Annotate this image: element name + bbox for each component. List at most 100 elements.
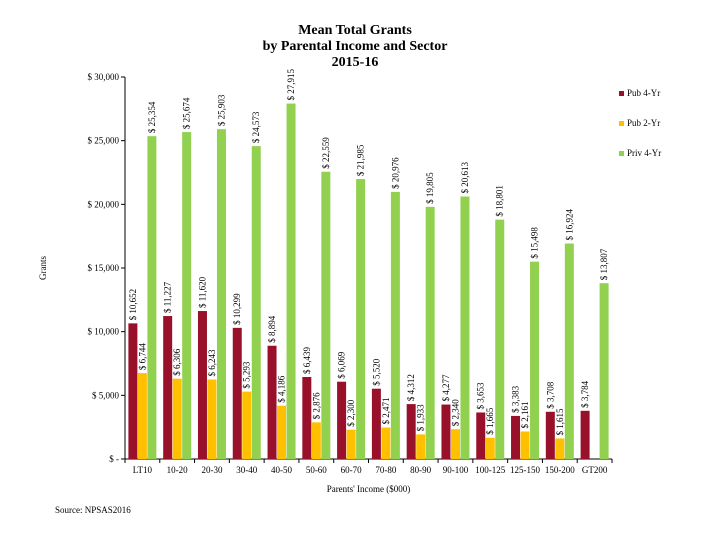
legend-label: Pub 2-Yr	[627, 118, 660, 128]
bar-data-label: $ 2,161	[520, 401, 530, 428]
bar-data-label: $ 21,985	[356, 144, 366, 176]
bar-data-label: $ 2,340	[450, 399, 460, 427]
bar	[163, 316, 173, 459]
y-tick-label: $ 30,000	[88, 72, 120, 82]
bar	[416, 434, 426, 459]
x-tick-label: 125-150	[510, 465, 540, 475]
bar	[564, 243, 574, 459]
bar	[302, 377, 312, 459]
x-tick-label: 20-30	[201, 465, 222, 475]
bar-data-label: $ 3,708	[545, 381, 555, 409]
bar-data-label: $ 4,312	[406, 374, 416, 401]
y-tick-label: $ -	[109, 454, 119, 464]
bar	[286, 103, 296, 459]
bar-data-label: $ 25,674	[182, 97, 192, 129]
x-tick-label: 10-20	[167, 465, 188, 475]
y-axis-label: Grants	[38, 256, 48, 280]
bar-data-label: $ 27,915	[286, 69, 296, 101]
bar-data-label: $ 4,186	[277, 375, 287, 403]
bar-data-label: $ 11,227	[163, 281, 173, 313]
bar	[460, 196, 470, 459]
bar-data-label: $ 11,620	[197, 276, 207, 308]
bar-data-label: $ 1,933	[416, 404, 426, 432]
x-tick-label: 70-80	[375, 465, 396, 475]
bar-data-label: $ 8,894	[267, 315, 277, 343]
bar	[232, 327, 242, 459]
bar-data-label: $ 6,744	[137, 343, 147, 371]
bar	[147, 136, 157, 460]
bar-data-label: $ 6,306	[172, 348, 182, 376]
bar	[555, 438, 565, 459]
bar	[530, 261, 540, 459]
bar	[182, 132, 192, 459]
chart-axes: $ - $ 5,000 $ 10,000 $ 15,000 $ 20,000 $ 25,0…	[38, 72, 613, 494]
bar-data-label: $ 1,665	[485, 407, 495, 435]
bar	[545, 411, 555, 459]
bar-data-label: $ 20,613	[460, 162, 470, 194]
legend-swatch	[619, 121, 624, 126]
bar	[207, 379, 217, 459]
x-tick-label: 60-70	[341, 465, 362, 475]
x-tick-label: LT10	[133, 465, 153, 475]
bar-data-label: $ 25,354	[147, 101, 157, 133]
bar	[311, 422, 321, 459]
y-tick-label: $ 25,000	[88, 136, 120, 146]
bar	[277, 405, 287, 459]
x-tick-label: 40-50	[271, 465, 292, 475]
chart-title-line: by Parental Income and Sector	[263, 39, 448, 54]
bar	[267, 345, 277, 459]
x-tick-label: 90-100	[443, 465, 469, 475]
x-tick-label: 80-90	[410, 465, 431, 475]
bar	[356, 179, 366, 459]
bar-data-label: $ 3,383	[511, 385, 521, 413]
y-tick-label: $ 20,000	[88, 199, 120, 209]
chart-bars	[128, 103, 609, 460]
bar	[128, 323, 138, 459]
bar-data-label: $ 2,471	[381, 398, 391, 425]
bar-data-label: $ 10,299	[232, 293, 242, 325]
bar	[406, 404, 416, 459]
legend-label: Pub 4-Yr	[627, 88, 660, 98]
bar	[450, 429, 460, 459]
source-note: Source: NPSAS2016	[55, 505, 131, 515]
y-tick-label: $ 15,000	[88, 263, 120, 273]
bar-data-label: $ 19,805	[425, 172, 435, 204]
bar	[371, 388, 381, 459]
bar-data-label: $ 10,652	[128, 289, 138, 321]
bar-data-label: $ 13,807	[599, 248, 609, 280]
bar	[495, 219, 505, 459]
bar-data-label: $ 6,069	[337, 351, 347, 379]
x-axis-label: Parents' Income ($000)	[327, 484, 411, 494]
bar	[520, 431, 530, 459]
bar-data-label: $ 22,559	[321, 137, 331, 169]
bar-data-label: $ 25,903	[216, 94, 226, 126]
bar-data-label: $ 5,293	[242, 361, 252, 389]
bar	[321, 171, 331, 460]
x-tick-label: 150-200	[545, 465, 575, 475]
legend-label: Priv 4-Yr	[627, 148, 661, 158]
bar	[485, 437, 495, 459]
bar-data-label: $ 6,243	[207, 349, 217, 377]
bar	[381, 427, 391, 459]
bar	[197, 311, 207, 459]
legend-swatch	[619, 151, 624, 156]
bar-data-label: $ 15,498	[530, 227, 540, 259]
x-tick-label: 100-125	[475, 465, 505, 475]
bar-data-label: $ 18,801	[495, 185, 505, 217]
chart-legend: Pub 4-Yr Pub 2-Yr Priv 4-Yr	[619, 88, 661, 158]
bar-data-label: $ 3,653	[476, 382, 486, 410]
bar-data-label: $ 4,277	[441, 374, 451, 402]
bar	[441, 404, 451, 459]
bar	[580, 410, 590, 459]
x-tick-label: 30-40	[236, 465, 257, 475]
legend-swatch	[619, 91, 624, 96]
bar-data-label: $ 2,876	[311, 392, 321, 420]
bar	[242, 391, 252, 459]
bar-data-label: $ 5,520	[371, 358, 381, 386]
chart-title-line: Mean Total Grants	[298, 23, 412, 38]
bar	[511, 415, 521, 459]
chart-data-labels: $ 10,652 $ 6,744 $ 25,354 $ 11,227 $ 6,306 $ …	[128, 69, 609, 436]
bar-data-label: $ 6,439	[302, 347, 312, 375]
y-tick-label: $ 5,000	[92, 390, 120, 400]
